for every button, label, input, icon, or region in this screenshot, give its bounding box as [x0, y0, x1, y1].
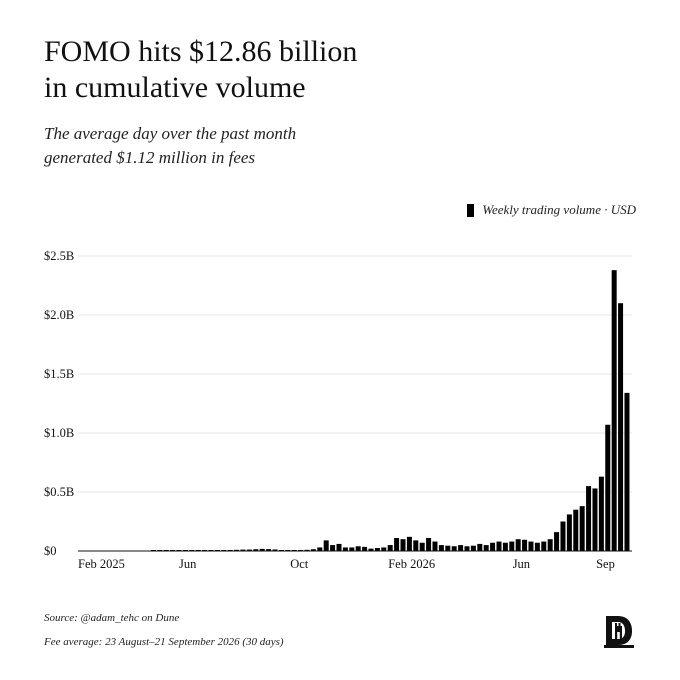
volume-bar	[234, 549, 240, 551]
volume-bar	[496, 541, 502, 551]
volume-bar	[458, 545, 464, 551]
fee-average-note: Fee average: 23 August–21 September 2026…	[44, 636, 284, 648]
y-tick-label: $1.0B	[44, 426, 74, 440]
y-tick-label: $0.5B	[44, 485, 74, 499]
volume-bar	[246, 549, 252, 551]
volume-bar	[618, 303, 624, 551]
volume-bar	[304, 549, 310, 551]
volume-bar	[323, 540, 329, 551]
volume-bar	[445, 545, 451, 551]
volume-bar	[483, 545, 489, 551]
volume-bar	[240, 549, 246, 551]
volume-bar	[528, 541, 534, 551]
volume-bar	[400, 539, 406, 551]
volume-bar	[413, 540, 419, 551]
volume-bar	[566, 514, 572, 551]
volume-bar	[381, 547, 387, 551]
volume-bar	[438, 545, 444, 551]
fortress-d-logo-icon	[604, 616, 634, 648]
chart-legend: Weekly trading volume · USD	[440, 202, 636, 218]
volume-bar	[464, 546, 470, 551]
volume-bar	[355, 546, 361, 551]
volume-bar	[362, 546, 368, 551]
volume-bar	[317, 547, 323, 551]
volume-bar	[349, 547, 355, 551]
x-tick-label: Oct	[290, 557, 309, 571]
volume-bar	[394, 538, 400, 551]
x-tick-label: Sep	[596, 557, 615, 571]
volume-bar	[534, 542, 540, 551]
volume-bar	[266, 549, 272, 551]
volume-bar	[336, 543, 342, 551]
volume-bar	[342, 547, 348, 551]
volume-bar	[330, 545, 336, 551]
y-tick-label: $2.5B	[44, 249, 74, 263]
volume-bar	[432, 541, 438, 551]
volume-bar	[611, 270, 617, 551]
volume-bar	[547, 539, 553, 551]
subtitle-line-2: generated $1.12 million in fees	[44, 148, 256, 167]
x-axis: Feb 2025 Jun Oct Feb 2026 Jun Sep	[78, 550, 632, 571]
legend-swatch	[467, 203, 475, 217]
y-tick-label: $1.5B	[44, 367, 74, 381]
volume-bar	[406, 536, 412, 551]
source-note: Source: @adam_tehc on Dune	[44, 612, 180, 624]
gridlines	[78, 255, 632, 493]
volume-bar	[259, 548, 265, 551]
volume-bar	[509, 541, 515, 551]
volume-bar	[586, 486, 592, 551]
legend-label: Weekly trading volume · USD	[482, 202, 636, 217]
volume-bar	[605, 424, 611, 551]
volume-bar	[573, 509, 579, 551]
volume-bar	[598, 476, 604, 551]
volume-bar	[592, 488, 598, 551]
volume-bar	[310, 549, 316, 551]
volume-bar	[470, 545, 476, 551]
volume-bar	[560, 521, 566, 551]
x-tick-label: Jun	[513, 557, 531, 571]
x-tick-label: Jun	[179, 557, 197, 571]
volume-bar	[368, 548, 374, 551]
y-tick-label: $2.0B	[44, 308, 74, 322]
volume-bar	[426, 538, 432, 551]
volume-bar	[272, 549, 278, 551]
x-tick-label: Feb 2025	[78, 557, 125, 571]
bars	[150, 270, 630, 551]
volume-bar	[624, 392, 630, 551]
page-title: FOMO hits $12.86 billion in cumulative v…	[44, 34, 644, 106]
volume-bar	[451, 546, 457, 551]
volume-bar	[554, 532, 560, 551]
volume-bar	[579, 506, 585, 551]
volume-bar	[490, 542, 496, 551]
volume-bar	[522, 539, 528, 551]
volume-bar	[419, 542, 425, 551]
subtitle-line-1: The average day over the past month	[44, 124, 297, 143]
volume-bar	[477, 543, 483, 551]
volume-bar	[515, 539, 521, 551]
x-tick-label: Feb 2026	[388, 557, 435, 571]
volume-bar	[502, 542, 508, 551]
y-axis: $0 $0.5B $1.0B $1.5B $2.0B $2.5B	[44, 249, 74, 558]
volume-bar	[253, 549, 259, 551]
y-tick-label: $0	[44, 544, 57, 558]
volume-bar	[387, 545, 393, 551]
subtitle: The average day over the past month gene…	[44, 122, 644, 170]
volume-bar	[541, 541, 547, 551]
volume-bar	[374, 548, 380, 551]
title-line-2: in cumulative volume	[44, 71, 306, 104]
title-line-1: FOMO hits $12.86 billion	[44, 35, 358, 68]
